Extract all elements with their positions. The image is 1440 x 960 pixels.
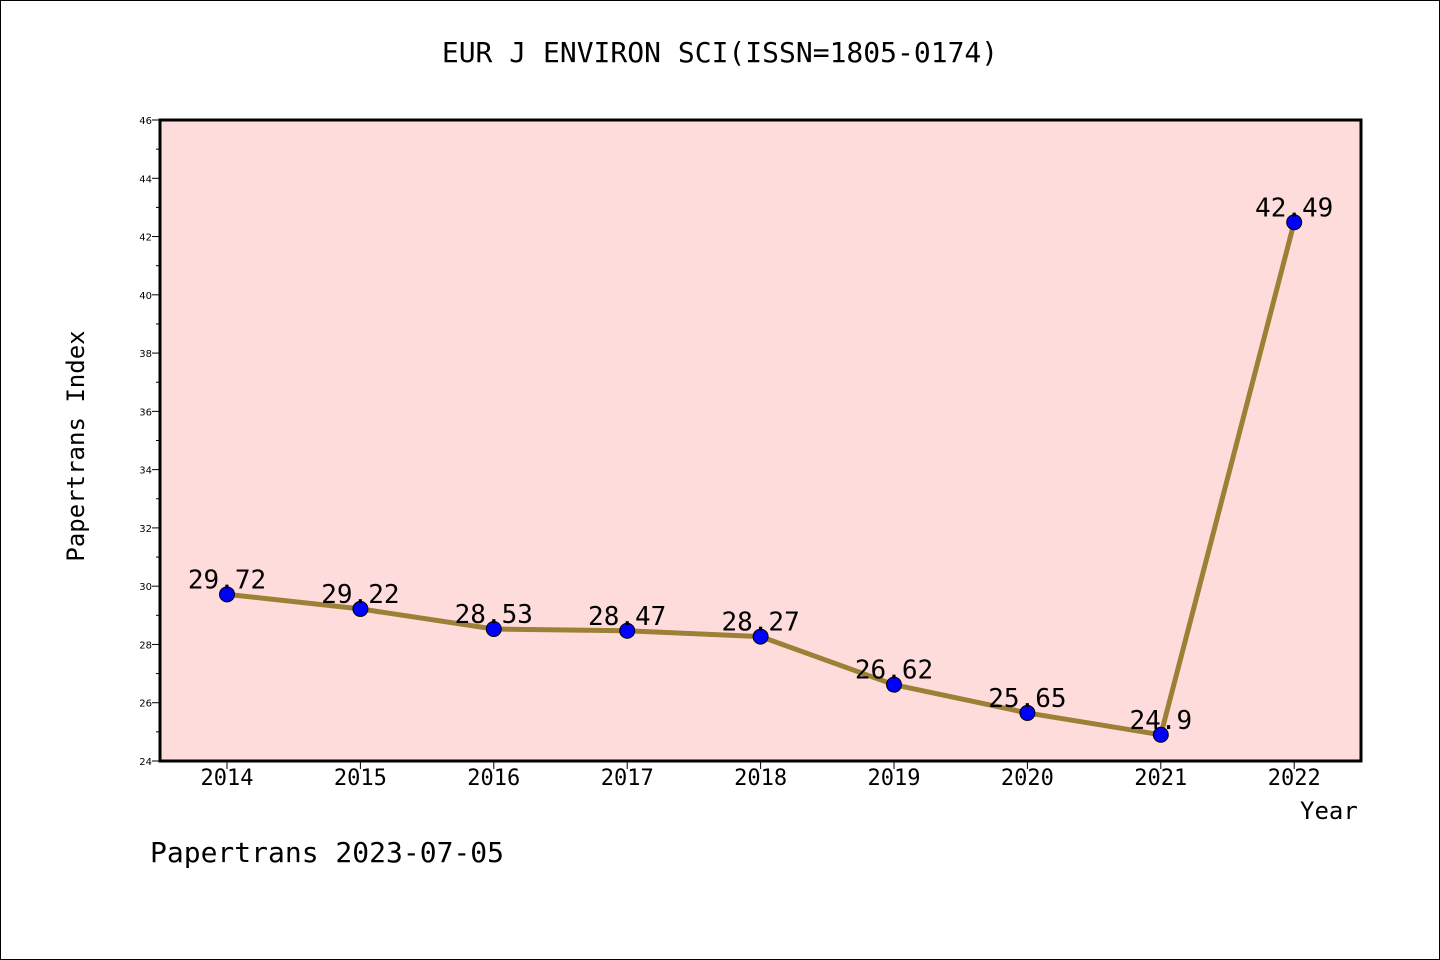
x-tick-label: 2014 bbox=[201, 766, 254, 791]
data-label: 29.22 bbox=[321, 580, 399, 610]
data-label: 24.9 bbox=[1129, 706, 1192, 736]
plot-area bbox=[160, 120, 1361, 761]
data-label: 42.49 bbox=[1255, 193, 1333, 223]
x-tick-label: 2022 bbox=[1268, 766, 1321, 791]
data-point bbox=[485, 621, 502, 638]
data-point bbox=[619, 622, 636, 639]
x-tick-label: 2021 bbox=[1134, 766, 1187, 791]
data-point bbox=[1286, 214, 1303, 231]
x-tick-label: 2016 bbox=[467, 766, 520, 791]
data-point bbox=[352, 600, 369, 617]
data-point bbox=[1019, 704, 1036, 721]
y-tick-label: 42 bbox=[139, 233, 152, 244]
data-label: 28.27 bbox=[721, 608, 799, 638]
y-tick-label: 38 bbox=[139, 349, 152, 360]
data-label: 28.47 bbox=[588, 602, 666, 632]
data-point bbox=[1152, 726, 1169, 743]
data-point bbox=[219, 586, 235, 603]
x-axis-ticks: 2014 2015 2016 2017 2018 2019 2020 2021 2022 bbox=[201, 761, 1321, 791]
x-tick-label: 2018 bbox=[734, 766, 787, 791]
x-tick-label: 2020 bbox=[1001, 766, 1054, 791]
y-tick-label: 28 bbox=[139, 640, 152, 651]
footer-text: Papertrans 2023-07-05 bbox=[150, 836, 505, 869]
x-tick-label: 2019 bbox=[868, 766, 921, 791]
data-label: 28.53 bbox=[455, 600, 533, 630]
plot-border bbox=[158, 118, 1363, 763]
data-point bbox=[886, 676, 902, 693]
y-tick-label: 44 bbox=[139, 174, 152, 185]
y-tick-label: 26 bbox=[139, 699, 152, 710]
y-tick-label: 36 bbox=[139, 407, 152, 418]
y-tick-label: 34 bbox=[139, 466, 152, 477]
y-tick-label: 24 bbox=[139, 757, 152, 768]
y-tick-label: 32 bbox=[139, 524, 152, 535]
y-tick-label: 40 bbox=[139, 291, 152, 302]
data-label: 26.62 bbox=[855, 656, 933, 686]
y-axis-ticks: 24 26 28 30 32 34 36 38 40 42 44 46 bbox=[139, 116, 160, 768]
x-axis-label: Year bbox=[1300, 797, 1358, 825]
chart-title: EUR J ENVIRON SCI(ISSN=1805-0174) bbox=[441, 36, 999, 69]
x-tick-label: 2017 bbox=[601, 766, 654, 791]
y-tick-label: 46 bbox=[139, 116, 152, 127]
x-tick-label: 2015 bbox=[334, 766, 387, 791]
data-label: 25.65 bbox=[988, 684, 1066, 714]
y-tick-label: 30 bbox=[139, 582, 152, 593]
data-label: 29.72 bbox=[188, 565, 266, 595]
data-point bbox=[752, 628, 769, 645]
data-labels: 29.72 29.22 28.53 28.47 28.27 26.62 25.65 24.9 4… bbox=[188, 193, 1333, 736]
data-points bbox=[219, 214, 1303, 743]
